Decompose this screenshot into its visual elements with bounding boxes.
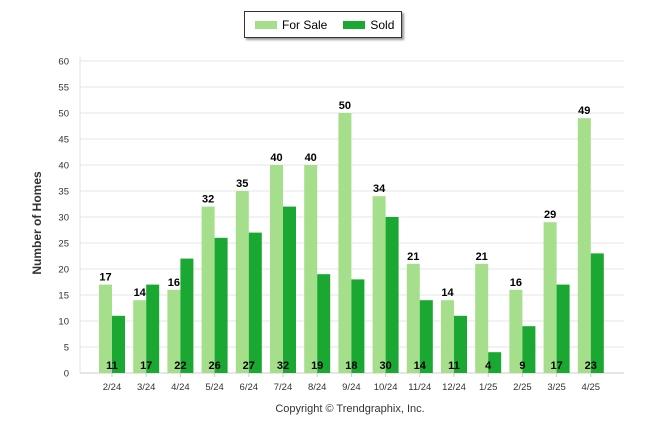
bar-sold bbox=[522, 326, 536, 373]
y-tick-label: 50 bbox=[58, 109, 69, 120]
legend-swatch-for-sale bbox=[255, 20, 277, 29]
x-tick-label: 8/24 bbox=[308, 382, 327, 393]
bar-for-sale bbox=[441, 300, 454, 373]
data-label-sold: 17 bbox=[550, 360, 562, 372]
data-label-sold: 14 bbox=[414, 360, 427, 372]
y-tick-label: 20 bbox=[58, 265, 69, 276]
x-tick-label: 3/24 bbox=[137, 382, 156, 393]
x-tick-label: 4/24 bbox=[171, 382, 190, 393]
data-label-sold: 32 bbox=[277, 360, 289, 372]
data-label-sold: 26 bbox=[208, 360, 220, 372]
bar-for-sale bbox=[201, 206, 215, 373]
copyright: Copyright © Trendgraphix, Inc. bbox=[275, 403, 425, 415]
x-tick-label: 3/25 bbox=[547, 382, 566, 393]
x-tick-label: 1/25 bbox=[479, 382, 498, 393]
y-tick-label: 30 bbox=[58, 213, 69, 224]
data-label-sold: 19 bbox=[311, 360, 323, 372]
data-label-for-sale: 50 bbox=[339, 100, 351, 112]
x-tick-label: 6/24 bbox=[240, 382, 259, 393]
bar-for-sale bbox=[133, 300, 147, 373]
legend-item-for-sale: For Sale bbox=[255, 18, 327, 32]
bar-for-sale bbox=[235, 191, 249, 373]
data-label-for-sale: 21 bbox=[407, 251, 419, 263]
y-tick-label: 60 bbox=[58, 57, 69, 68]
bar-sold bbox=[317, 274, 331, 373]
bar-for-sale bbox=[577, 118, 591, 373]
y-tick-label: 35 bbox=[58, 187, 69, 198]
x-tick-label: 12/24 bbox=[442, 382, 466, 393]
bar-sold bbox=[214, 237, 228, 373]
y-tick-label: 15 bbox=[58, 291, 69, 302]
x-tick-label: 10/24 bbox=[374, 382, 398, 393]
data-label-for-sale: 16 bbox=[168, 277, 180, 289]
data-label-for-sale: 29 bbox=[544, 209, 556, 221]
data-label-sold: 23 bbox=[585, 360, 597, 372]
bar-sold bbox=[385, 217, 399, 373]
x-tick-label: 5/24 bbox=[205, 382, 224, 393]
data-label-sold: 30 bbox=[379, 360, 391, 372]
bar-sold bbox=[283, 206, 296, 373]
bar-sold bbox=[590, 253, 604, 373]
bar-sold bbox=[248, 232, 262, 373]
y-tick-label: 25 bbox=[58, 239, 69, 250]
data-label-for-sale: 14 bbox=[134, 287, 147, 299]
data-label-for-sale: 17 bbox=[99, 272, 111, 284]
legend-swatch-sold bbox=[343, 20, 366, 29]
bar-sold bbox=[556, 284, 570, 373]
data-label-sold: 11 bbox=[106, 360, 118, 372]
data-label-for-sale: 40 bbox=[305, 152, 317, 164]
bar-for-sale bbox=[406, 263, 420, 373]
data-label-sold: 22 bbox=[174, 360, 186, 372]
x-tick-label: 9/24 bbox=[342, 382, 361, 393]
bar-for-sale bbox=[338, 113, 352, 373]
y-axis-title: Number of Homes bbox=[30, 171, 44, 275]
x-tick-label: 2/24 bbox=[103, 382, 122, 393]
y-tick-label: 0 bbox=[64, 369, 69, 380]
data-label-for-sale: 16 bbox=[510, 277, 522, 289]
legend-label-for-sale: For Sale bbox=[282, 17, 328, 32]
bar-sold bbox=[146, 284, 160, 373]
y-tick-label: 5 bbox=[64, 343, 69, 354]
x-tick-label: 11/24 bbox=[408, 382, 431, 393]
bar-for-sale bbox=[304, 165, 318, 373]
data-label-for-sale: 21 bbox=[476, 251, 488, 263]
y-tick-label: 45 bbox=[58, 135, 69, 146]
bar-for-sale bbox=[167, 289, 181, 373]
y-tick-label: 55 bbox=[58, 83, 69, 94]
legend-label-sold: Sold bbox=[370, 17, 395, 32]
y-tick-label: 40 bbox=[58, 161, 69, 172]
bar-sold bbox=[488, 352, 502, 373]
bar-sold bbox=[180, 258, 194, 373]
y-tick-label: 10 bbox=[58, 317, 69, 328]
data-label-for-sale: 40 bbox=[270, 152, 282, 164]
data-label-sold: 4 bbox=[485, 360, 492, 372]
data-label-sold: 27 bbox=[243, 360, 255, 372]
x-tick-label: 2/25 bbox=[513, 382, 532, 393]
bar-for-sale bbox=[509, 289, 523, 373]
data-label-for-sale: 49 bbox=[578, 105, 590, 117]
data-label-sold: 18 bbox=[345, 360, 357, 372]
bar-for-sale bbox=[543, 222, 557, 373]
bar-sold bbox=[351, 279, 365, 373]
data-label-sold: 11 bbox=[448, 360, 460, 372]
x-tick-label: 7/24 bbox=[274, 382, 293, 393]
bar-sold bbox=[419, 300, 433, 373]
data-label-sold: 9 bbox=[519, 360, 525, 372]
bar-for-sale bbox=[99, 284, 112, 373]
legend-item-sold: Sold bbox=[343, 18, 394, 32]
data-label-sold: 17 bbox=[140, 360, 152, 372]
bar-sold bbox=[454, 315, 467, 373]
data-label-for-sale: 34 bbox=[373, 183, 386, 195]
data-label-for-sale: 14 bbox=[441, 287, 454, 299]
bar-sold bbox=[112, 315, 125, 373]
data-label-for-sale: 32 bbox=[202, 194, 214, 206]
legend: For Sale Sold bbox=[244, 11, 402, 38]
data-label-for-sale: 35 bbox=[236, 178, 248, 190]
x-tick-label: 4/25 bbox=[582, 382, 601, 393]
bar-for-sale bbox=[270, 165, 283, 373]
bar-for-sale bbox=[372, 196, 386, 373]
bar-for-sale bbox=[475, 263, 489, 373]
